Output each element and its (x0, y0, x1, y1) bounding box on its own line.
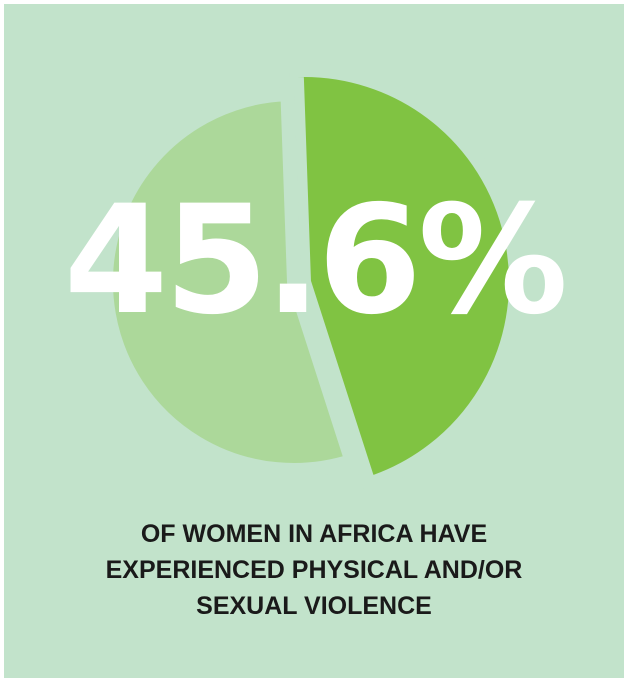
caption-line-3: SEXUAL VIOLENCE (196, 592, 432, 620)
pie-slice-2 (99, 87, 359, 477)
pie-chart (99, 63, 523, 491)
infographic-card: 45.6% OF WOMEN IN AFRICA HAVE EXPERIENCE… (4, 4, 624, 678)
caption: OF WOMEN IN AFRICA HAVE EXPERIENCED PHYS… (24, 516, 604, 624)
pie-slice-1 (289, 63, 523, 491)
caption-line-1: OF WOMEN IN AFRICA HAVE (140, 520, 488, 548)
headline-percentage: 45.6% (63, 174, 568, 348)
caption-line-2: EXPERIENCED PHYSICAL AND/OR (105, 556, 523, 584)
